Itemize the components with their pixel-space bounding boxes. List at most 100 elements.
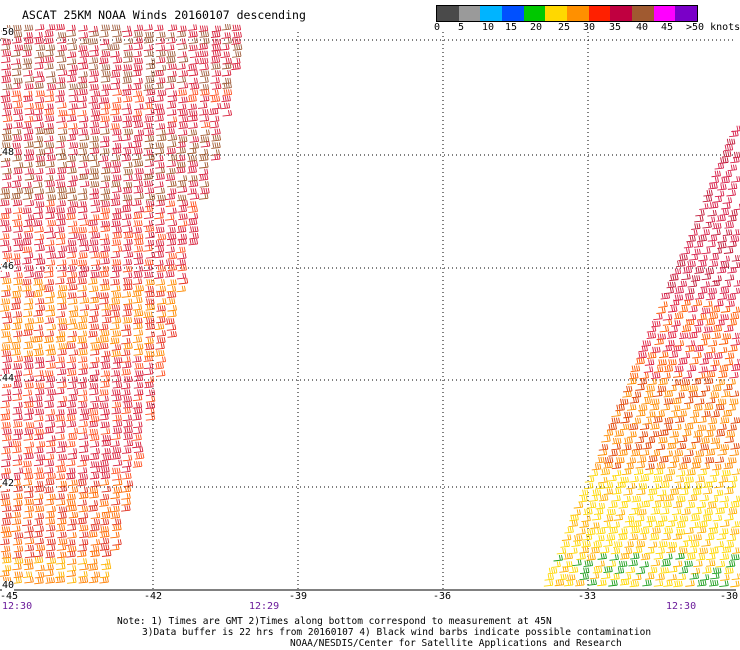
wind-barb	[154, 240, 165, 247]
wind-barb	[11, 82, 21, 90]
wind-barb	[66, 369, 77, 376]
wind-barb	[34, 201, 45, 208]
wind-barb	[55, 460, 65, 467]
wind-barb	[696, 501, 707, 509]
wind-barb	[607, 424, 617, 431]
wind-barb	[155, 77, 166, 84]
wind-barb	[110, 44, 120, 51]
wind-barb	[77, 201, 87, 208]
wind-barb	[145, 331, 156, 338]
wind-barb	[603, 488, 614, 495]
wind-barb	[691, 248, 701, 256]
wind-barb	[696, 390, 706, 398]
wind-barb	[716, 533, 727, 541]
wind-barb	[67, 167, 77, 174]
wind-barb	[46, 557, 57, 565]
wind-barb	[99, 292, 109, 299]
wind-barb	[111, 401, 122, 409]
wind-barb	[44, 115, 55, 122]
wind-barb	[678, 567, 689, 574]
wind-barb	[709, 253, 719, 261]
wind-barb	[561, 534, 572, 541]
wind-barb	[576, 553, 586, 560]
wind-barb	[729, 449, 739, 457]
wind-barb	[700, 307, 711, 315]
wind-barb	[655, 547, 665, 555]
wind-barb	[672, 423, 682, 431]
wind-barb	[143, 36, 154, 44]
wind-barb	[647, 566, 658, 574]
wind-barb	[595, 482, 605, 490]
wind-barb	[222, 57, 232, 65]
wind-barb	[34, 382, 45, 390]
wind-barb	[13, 77, 23, 85]
wind-barb	[88, 278, 98, 285]
wind-barb	[23, 161, 33, 169]
wind-barb	[687, 280, 698, 288]
wind-barb	[22, 310, 33, 318]
wind-barb	[701, 273, 712, 281]
wind-barb	[176, 141, 186, 149]
wind-barb	[700, 229, 710, 236]
wind-barb	[674, 365, 684, 373]
wind-barb	[132, 427, 143, 435]
wind-barb	[33, 310, 43, 317]
wind-barb	[56, 37, 67, 44]
wind-barb	[66, 420, 77, 428]
wind-barb	[23, 115, 34, 123]
wind-barb	[678, 254, 688, 262]
wind-barb	[623, 521, 633, 528]
wind-barb	[13, 114, 24, 122]
wind-barb	[78, 25, 88, 32]
wind-barb	[44, 56, 54, 63]
wind-barb	[586, 528, 596, 536]
wind-barb	[33, 238, 44, 246]
wind-barb	[595, 456, 605, 464]
wind-barb	[231, 24, 242, 32]
wind-barb	[22, 181, 32, 189]
wind-barb	[77, 460, 87, 467]
wind-barb	[78, 161, 88, 169]
wind-barb	[112, 135, 123, 142]
wind-barb	[35, 362, 45, 369]
wind-barb	[643, 521, 653, 528]
wind-barb	[603, 566, 613, 573]
wind-barb	[134, 168, 144, 175]
wind-barb	[0, 239, 10, 247]
wind-barb	[89, 296, 99, 304]
wind-barb	[101, 550, 112, 557]
wind-barb	[695, 398, 705, 405]
wind-barb	[22, 460, 32, 468]
wind-barb	[134, 370, 144, 377]
wind-barb	[89, 193, 99, 200]
wind-barb	[678, 332, 689, 340]
wind-barb	[597, 449, 608, 456]
wind-barb	[100, 76, 111, 83]
wind-barb	[144, 381, 154, 389]
wind-barb	[33, 336, 43, 343]
wind-barb	[626, 482, 636, 490]
wind-barb	[12, 381, 23, 389]
wind-barb	[711, 170, 721, 178]
wind-barb	[710, 306, 721, 313]
wind-barb	[671, 320, 681, 327]
wind-barb	[155, 219, 165, 226]
wind-barb	[66, 539, 76, 546]
wind-barb	[694, 215, 704, 223]
wind-barb	[145, 323, 156, 330]
wind-barb	[100, 466, 110, 474]
wind-barb	[715, 379, 726, 386]
wind-barb	[66, 565, 77, 572]
wind-barb	[724, 352, 735, 360]
wind-barb	[101, 161, 112, 169]
wind-barb	[77, 278, 87, 285]
wind-barb	[583, 560, 594, 568]
wind-barb	[676, 260, 686, 268]
wind-barb	[144, 187, 155, 195]
wind-barb	[34, 316, 44, 324]
wind-barb	[57, 128, 68, 136]
wind-barb	[79, 219, 90, 227]
wind-barb	[24, 551, 35, 559]
wind-barb	[705, 318, 715, 326]
wind-barb	[198, 193, 209, 200]
